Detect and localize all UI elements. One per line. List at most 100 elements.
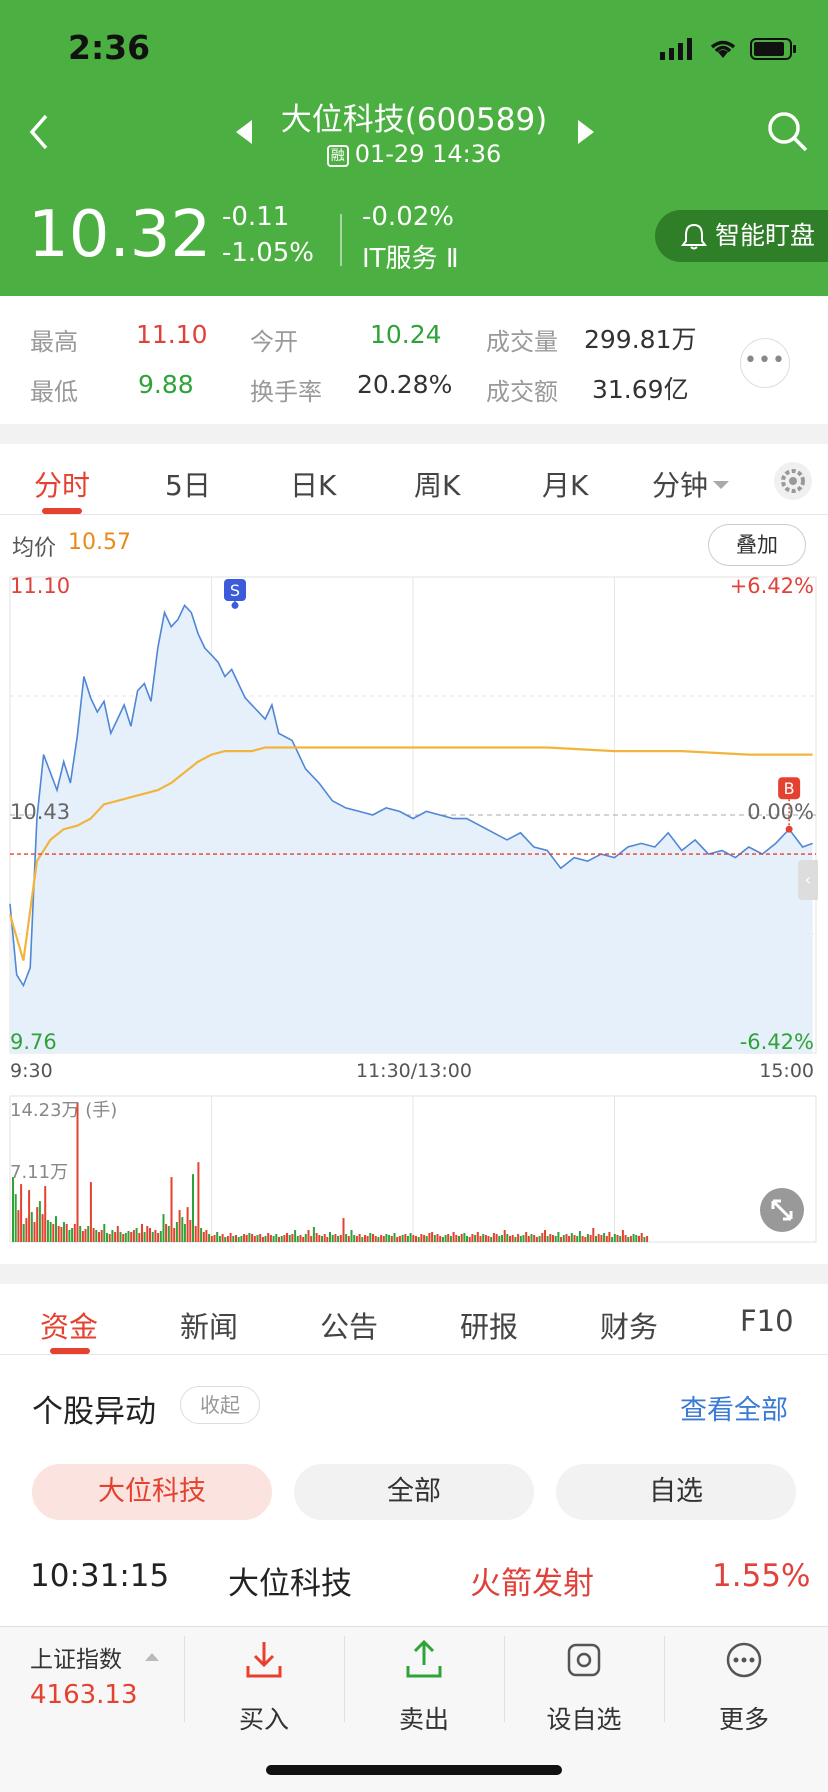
toolbar-separator — [664, 1636, 665, 1722]
tab-finance[interactable]: 财务 — [600, 1310, 659, 1344]
volume-bar — [538, 1236, 541, 1242]
volume-bar — [439, 1236, 442, 1242]
volume-bar — [364, 1235, 366, 1242]
volume-bar — [337, 1236, 340, 1242]
add-watchlist-button[interactable]: 设自选 — [504, 1640, 664, 1734]
volume-bar — [321, 1236, 323, 1242]
filter-all[interactable]: 全部 — [294, 1464, 534, 1520]
tab-5day[interactable]: 5日 — [165, 469, 211, 502]
volume-bar — [511, 1235, 514, 1242]
time-axis-end: 15:00 — [759, 1060, 814, 1082]
chart-settings-button[interactable] — [774, 462, 812, 500]
volume-bar — [286, 1233, 288, 1242]
volume-bar — [640, 1233, 643, 1242]
volume-bar — [568, 1236, 571, 1242]
volume-bar — [629, 1236, 632, 1242]
volume-bar — [57, 1226, 60, 1242]
index-ticker[interactable]: 上证指数 4163.13 — [30, 1640, 170, 1710]
sector-name[interactable]: IT服务 Ⅱ — [362, 244, 459, 274]
intraday-chart[interactable]: SB — [0, 570, 828, 1250]
volume-bar — [600, 1235, 603, 1242]
price-axis-mid: 10.43 — [10, 800, 71, 824]
volume-bar — [377, 1237, 380, 1242]
volume-bar — [431, 1232, 434, 1242]
volume-bar — [197, 1162, 200, 1242]
volume-bar — [33, 1222, 36, 1242]
tab-intraday[interactable]: 分时 — [34, 469, 91, 502]
more-stats-button[interactable]: ••• — [740, 338, 790, 388]
volume-bar — [468, 1237, 471, 1242]
filter-this-stock[interactable]: 大位科技 — [32, 1464, 272, 1520]
volume-bar — [576, 1236, 579, 1242]
volume-bar — [517, 1234, 520, 1242]
high-value: 11.10 — [136, 320, 208, 349]
volume-bar — [355, 1236, 358, 1242]
watchlist-add-icon — [567, 1643, 601, 1677]
volume-bar — [541, 1233, 544, 1242]
volume-bar — [621, 1230, 624, 1242]
volume-bar — [288, 1235, 291, 1242]
volume-bar — [36, 1207, 39, 1242]
buy-button[interactable]: 买入 — [184, 1640, 344, 1734]
volume-bar — [331, 1235, 334, 1242]
volume-bar — [138, 1233, 141, 1242]
volume-bar — [342, 1218, 345, 1242]
volume-bar — [92, 1228, 95, 1242]
smart-watch-button[interactable]: 智能盯盘 — [655, 210, 828, 262]
fold-button[interactable]: 收起 — [180, 1386, 260, 1424]
volume-bar — [552, 1235, 554, 1242]
event-time: 10:31:15 — [30, 1558, 170, 1594]
volume-bar — [269, 1235, 272, 1242]
volume-bar — [455, 1235, 458, 1242]
tab-announcements[interactable]: 公告 — [320, 1310, 379, 1344]
tab-news[interactable]: 新闻 — [180, 1310, 239, 1344]
volume-bar — [589, 1235, 592, 1242]
volume-bar — [339, 1235, 342, 1242]
volume-bar — [447, 1234, 450, 1242]
stats-panel — [0, 296, 828, 424]
volume-bar — [41, 1214, 44, 1242]
volume-bar — [49, 1222, 52, 1242]
volume-bar — [221, 1234, 224, 1242]
tab-daily-k[interactable]: 日K — [290, 469, 337, 502]
next-stock-icon[interactable] — [576, 118, 596, 146]
volume-bar — [253, 1236, 256, 1242]
volume-bar — [181, 1217, 184, 1242]
volume-bar — [162, 1214, 165, 1242]
tab-funds[interactable]: 资金 — [40, 1310, 99, 1344]
volume-bar — [205, 1230, 208, 1242]
volume-bar — [103, 1224, 106, 1242]
volume-bar — [487, 1236, 490, 1242]
avg-price-value: 10.57 — [68, 530, 131, 555]
volume-bar — [498, 1236, 501, 1242]
collapse-side-panel-tab[interactable]: ‹ — [798, 860, 818, 900]
back-icon[interactable] — [26, 112, 52, 152]
tab-f10[interactable]: F10 — [740, 1304, 794, 1338]
section-title: 个股异动 — [32, 1394, 156, 1430]
turnover-value: 20.28% — [357, 370, 453, 399]
volume-bar — [17, 1210, 20, 1242]
time-axis-mid: 11:30/13:00 — [356, 1060, 472, 1082]
signal-label-b: B — [784, 779, 795, 798]
tab-weekly-k[interactable]: 周K — [414, 469, 461, 502]
tab-research[interactable]: 研报 — [460, 1310, 519, 1344]
tab-monthly-k[interactable]: 月K — [542, 469, 589, 502]
volume-bar — [84, 1229, 87, 1242]
more-button[interactable]: 更多 — [664, 1640, 824, 1734]
overlay-button[interactable]: 叠加 — [708, 524, 806, 566]
prev-stock-icon[interactable] — [234, 118, 254, 146]
more-icon — [726, 1642, 762, 1678]
volume-bar — [458, 1236, 460, 1242]
tab-minute[interactable]: 分钟 — [652, 464, 730, 504]
fullscreen-button[interactable] — [760, 1188, 804, 1232]
volume-bar — [420, 1234, 423, 1242]
search-icon[interactable] — [766, 110, 810, 154]
avg-line — [8, 746, 813, 961]
volume-bar — [296, 1236, 299, 1242]
view-all-link[interactable]: 查看全部 — [680, 1395, 788, 1426]
volume-bar — [353, 1235, 356, 1242]
volume-bar — [294, 1230, 297, 1242]
volume-bar — [444, 1235, 447, 1242]
sell-button[interactable]: 卖出 — [344, 1640, 504, 1734]
filter-watchlist[interactable]: 自选 — [556, 1464, 796, 1520]
